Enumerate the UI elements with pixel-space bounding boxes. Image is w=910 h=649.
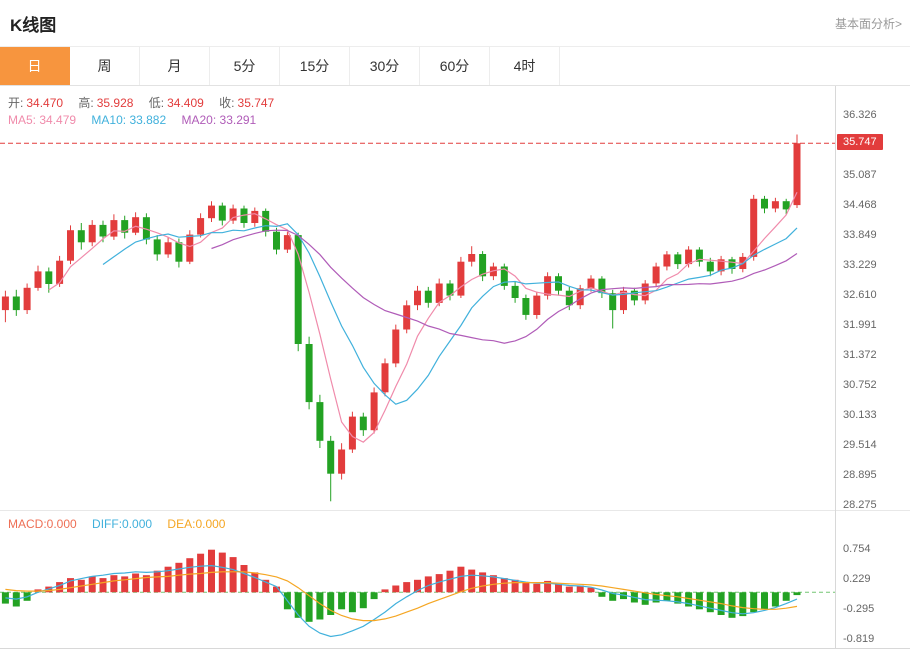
tab-month[interactable]: 月	[140, 47, 210, 85]
macd-axis-tick: -0.295	[843, 603, 875, 615]
tab-4hour[interactable]: 4时	[490, 47, 560, 85]
ma5-value: 34.479	[39, 113, 77, 127]
high-value: 35.928	[96, 96, 134, 110]
macd-info: MACD:0.000 DIFF:0.000 DEA:0.000	[8, 517, 237, 531]
high-label: 高:	[78, 96, 94, 110]
price-axis-tick: 33.849	[843, 229, 877, 241]
dea-value: 0.000	[195, 517, 226, 531]
macd-label: MACD:	[8, 517, 47, 531]
macd-value: 0.000	[46, 517, 77, 531]
tab-week[interactable]: 周	[70, 47, 140, 85]
price-axis-tick: 33.229	[843, 259, 877, 271]
macd-axis-tick: 0.754	[843, 543, 871, 555]
macd-chart[interactable]	[0, 510, 835, 649]
low-label: 低:	[148, 96, 165, 110]
tab-5min[interactable]: 5分	[210, 47, 280, 85]
last-price-badge: 35.747	[837, 134, 883, 150]
ma20-value: 33.291	[219, 113, 257, 127]
tab-30min[interactable]: 30分	[350, 47, 420, 85]
period-tabbar: 日 周 月 5分 15分 30分 60分 4时	[0, 46, 910, 86]
diff-value: 0.000	[122, 517, 153, 531]
open-value: 34.470	[26, 96, 64, 110]
tab-60min[interactable]: 60分	[420, 47, 490, 85]
candlestick-chart[interactable]	[0, 86, 835, 510]
price-axis-tick: 35.087	[843, 169, 877, 181]
ma5-label: MA5:	[8, 113, 37, 127]
price-axis-tick: 30.752	[843, 379, 877, 391]
ma-info: MA5: 34.479 MA10: 33.882 MA20: 33.291	[8, 113, 268, 127]
price-axis-tick: 34.468	[843, 199, 877, 211]
macd-axis-tick: -0.819	[843, 633, 875, 645]
open-label: 开:	[8, 96, 24, 110]
price-axis-tick: 30.133	[843, 409, 877, 421]
close-label: 收:	[219, 96, 235, 110]
dea-label: DEA:	[167, 517, 196, 531]
price-axis-tick: 29.514	[843, 439, 877, 451]
price-axis-tick: 31.991	[843, 319, 877, 331]
page-title: K线图	[10, 15, 57, 35]
tab-day[interactable]: 日	[0, 47, 70, 85]
ohlc-info: 开: 34.470 高: 35.928 低: 34.409 收: 35.747	[8, 94, 286, 111]
price-axis-tick: 28.895	[843, 469, 877, 481]
chart-region: 开: 34.470 高: 35.928 低: 34.409 收: 35.747 MA5:…	[0, 86, 910, 649]
diff-label: DIFF:	[92, 517, 123, 531]
fundamental-analysis-link[interactable]: 基本面分析>	[834, 16, 902, 31]
price-axis-tick: 36.326	[843, 109, 877, 121]
low-value: 34.409	[167, 96, 204, 110]
price-axis-tick: 31.372	[843, 349, 877, 361]
close-value: 35.747	[237, 96, 275, 110]
panel-divider	[0, 510, 910, 511]
ma10-value: 33.882	[129, 113, 167, 127]
ma20-label: MA20:	[181, 113, 217, 127]
header: K线图 基本面分析>	[0, 0, 910, 46]
price-axis-tick: 32.610	[843, 289, 877, 301]
ma10-label: MA10:	[91, 113, 127, 127]
price-axis: 36.326 35.087 34.468 33.849 33.229 32.610 31.9…	[835, 86, 910, 649]
price-axis-tick: 28.275	[843, 499, 877, 511]
macd-axis-tick: 0.229	[843, 573, 871, 585]
tab-15min[interactable]: 15分	[280, 47, 350, 85]
